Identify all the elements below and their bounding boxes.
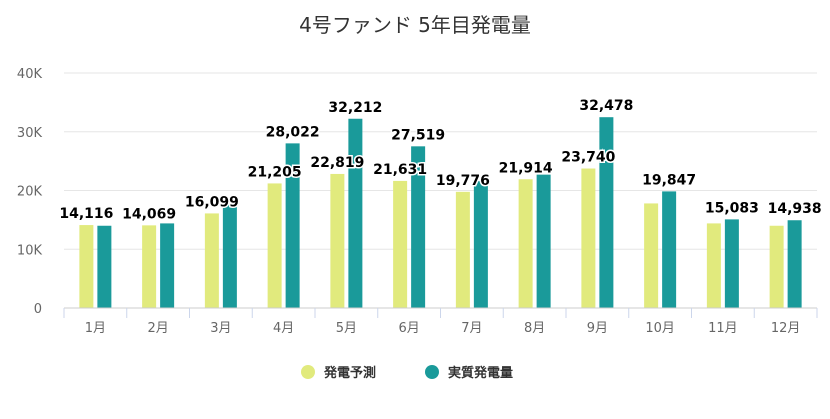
legend-swatch xyxy=(425,365,439,379)
x-tick-label: 11月 xyxy=(708,321,738,336)
bar-forecast[interactable] xyxy=(769,225,784,308)
bar-actual[interactable] xyxy=(662,191,677,308)
data-label: 14,938 xyxy=(768,201,822,217)
bar-actual[interactable] xyxy=(285,143,300,308)
data-label: 14,116 xyxy=(59,206,113,222)
bar-forecast[interactable] xyxy=(204,213,219,308)
x-tick-label: 2月 xyxy=(147,321,168,336)
bar-forecast[interactable] xyxy=(518,179,533,308)
data-labels: 14,116 14,069 16,099 21,205 28,022 22,819 32,2… xyxy=(58,97,823,224)
bar-actual[interactable] xyxy=(160,223,175,308)
data-label: 19,847 xyxy=(642,172,696,188)
x-tick-label: 4月 xyxy=(273,321,294,336)
bar-actual[interactable] xyxy=(473,181,488,308)
x-tick-label: 12月 xyxy=(771,321,801,336)
x-axis: 1月 2月 3月 4月 5月 6月 7月 8月 9月 10月 11月 12月 xyxy=(63,307,818,336)
bar-forecast[interactable] xyxy=(393,180,408,308)
x-tick-label: 7月 xyxy=(461,321,482,336)
bar-actual[interactable] xyxy=(411,146,426,308)
bar-actual[interactable] xyxy=(724,219,739,308)
x-tick-label: 8月 xyxy=(524,321,545,336)
legend[interactable]: 発電予測 実質発電量 xyxy=(301,365,513,381)
data-label: 27,519 xyxy=(391,127,445,143)
x-tick-label: 5月 xyxy=(336,321,357,336)
bar-actual[interactable] xyxy=(222,203,237,308)
y-tick-label: 40K xyxy=(17,67,43,82)
data-label: 15,083 xyxy=(705,200,759,216)
y-tick-label: 0 xyxy=(34,302,42,317)
bar-forecast[interactable] xyxy=(581,168,596,308)
bar-actual[interactable] xyxy=(348,118,363,308)
bar-forecast[interactable] xyxy=(142,225,157,308)
grid-lines xyxy=(64,72,817,250)
bar-actual[interactable] xyxy=(536,174,551,308)
bar-forecast[interactable] xyxy=(706,223,721,308)
data-label: 23,740 xyxy=(561,150,615,166)
x-tick-label: 3月 xyxy=(210,321,231,336)
x-tick-label: 1月 xyxy=(85,321,106,336)
legend-item-actual[interactable]: 実質発電量 xyxy=(425,365,513,381)
bar-actual[interactable] xyxy=(599,117,614,309)
bars xyxy=(79,117,802,309)
legend-label: 発電予測 xyxy=(323,365,376,381)
data-label: 32,212 xyxy=(328,100,382,116)
data-label: 21,914 xyxy=(499,160,553,176)
chart-title: 4号ファンド 5年目発電量 xyxy=(299,13,531,37)
data-label: 28,022 xyxy=(266,124,320,140)
x-tick-label: 6月 xyxy=(398,321,419,336)
legend-swatch xyxy=(301,365,315,379)
data-label: 14,069 xyxy=(122,206,176,222)
data-label: 21,631 xyxy=(373,162,427,178)
bar-actual[interactable] xyxy=(787,220,802,308)
bar-forecast[interactable] xyxy=(330,173,345,308)
y-tick-label: 30K xyxy=(17,126,43,141)
data-label: 16,099 xyxy=(185,194,239,210)
legend-item-forecast[interactable]: 発電予測 xyxy=(301,365,376,381)
y-axis: 0 10K 20K 30K 40K xyxy=(17,67,43,317)
bar-actual[interactable] xyxy=(97,225,112,308)
data-label: 32,478 xyxy=(579,98,633,114)
bar-forecast[interactable] xyxy=(267,183,282,308)
data-label: 22,819 xyxy=(310,155,364,171)
y-tick-label: 10K xyxy=(17,243,43,258)
bar-forecast[interactable] xyxy=(455,191,470,308)
data-label: 19,776 xyxy=(436,173,490,189)
legend-label: 実質発電量 xyxy=(448,365,513,381)
x-tick-label: 9月 xyxy=(587,321,608,336)
data-label: 21,205 xyxy=(248,164,302,180)
bar-forecast[interactable] xyxy=(644,203,659,308)
y-tick-label: 20K xyxy=(17,185,43,200)
x-tick-label: 10月 xyxy=(645,321,675,336)
bar-forecast[interactable] xyxy=(79,225,94,308)
